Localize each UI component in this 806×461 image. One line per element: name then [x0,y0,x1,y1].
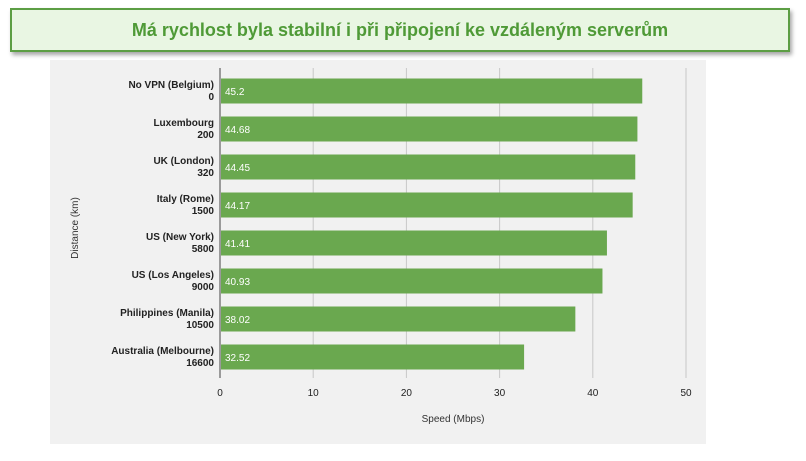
category-label: Australia (Melbourne) [111,346,214,357]
category-label: No VPN (Belgium) [128,80,214,91]
x-tick-label: 0 [217,388,223,399]
chart-panel: 0 10 20 30 40 50 45.2 No VPN (Belgium) 0 44.68 Lux… [50,60,706,444]
bar [221,116,638,142]
y-axis-title: Distance (km) [70,197,81,259]
x-tick-label: 10 [308,388,320,399]
x-axis-title: Speed (Mbps) [422,414,485,425]
bar-value-label: 32.52 [225,353,250,364]
category-distance-label: 0 [208,92,214,103]
bar [221,154,636,180]
x-tick-label: 40 [587,388,599,399]
bar [221,230,607,256]
banner-title: Má rychlost byla stabilní i při připojen… [131,19,669,40]
bar [221,268,603,294]
title-banner: Má rychlost byla stabilní i při připojen… [10,8,790,52]
category-distance-label: 9000 [192,282,215,293]
bar-value-label: 40.93 [225,277,250,288]
bar [221,344,525,370]
category-label: Italy (Rome) [157,194,214,205]
bar-value-label: 44.45 [225,163,250,174]
category-label: US (New York) [146,232,214,243]
bar-value-label: 41.41 [225,239,250,250]
x-tick-label: 20 [401,388,413,399]
bar-value-label: 44.17 [225,201,250,212]
category-distance-label: 5800 [192,244,215,255]
x-tick-label: 30 [494,388,506,399]
x-tick-label: 50 [680,388,692,399]
bar-value-label: 45.2 [225,87,245,98]
category-label: UK (London) [153,156,214,167]
category-distance-label: 1500 [192,206,215,217]
bar-value-label: 38.02 [225,315,250,326]
bar-value-label: 44.68 [225,125,250,136]
bar [221,192,633,218]
category-label: Luxembourg [153,118,214,129]
category-label: Philippines (Manila) [120,308,214,319]
category-distance-label: 200 [197,130,214,141]
category-distance-label: 10500 [186,320,214,331]
category-label: US (Los Angeles) [132,270,214,281]
bar [221,306,576,332]
category-distance-label: 16600 [186,358,214,369]
category-distance-label: 320 [197,168,214,179]
bar [221,78,643,104]
